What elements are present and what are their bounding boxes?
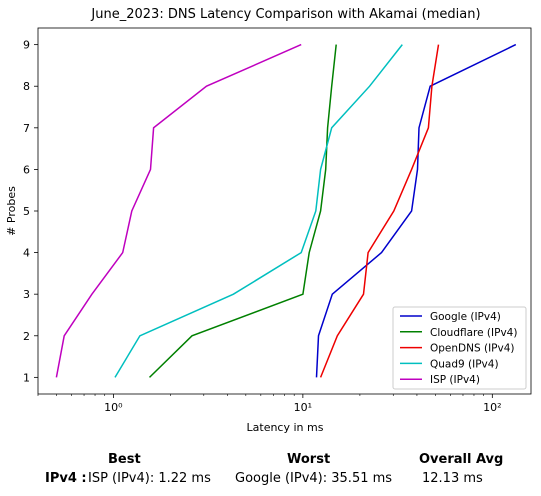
y-tick-label: 8 [23,80,30,93]
worst-value: Google (IPv4): 35.51 ms [235,471,393,486]
y-tick-label: 2 [23,330,30,343]
legend-box [392,306,527,390]
y-tick-label: 6 [23,163,30,176]
legend-label: Quad9 (IPv4) [430,358,499,370]
y-tick-label: 4 [23,247,30,260]
best-value: ISP (IPv4): 1.22 ms [88,471,211,486]
worst-header: Worst [287,452,331,467]
y-axis-label: # Probes [5,186,18,236]
series-lines [55,43,517,378]
y-axis: 1 2 3 4 5 6 7 8 9 [23,39,38,384]
x-tick-label: 10² [483,401,501,414]
legend-label: Cloudflare (IPv4) [430,327,517,339]
chart-title: June_2023: DNS Latency Comparison with A… [90,7,480,22]
overall-avg-header: Overall Avg [419,452,504,467]
y-tick-label: 9 [23,39,30,52]
series-line-opendns-ipv4 [319,44,440,378]
x-tick-label: 10⁰ [104,401,123,414]
legend-label: Google (IPv4) [430,311,501,323]
series-line-cloudflare-ipv4 [148,44,337,378]
series-line-quad9-ipv4 [114,44,403,378]
y-tick-label: 3 [23,288,30,301]
best-header: Best [108,452,141,467]
latency-chart: June_2023: DNS Latency Comparison with A… [5,7,532,434]
y-tick-label: 7 [23,122,30,135]
series-line-google-ipv4 [315,43,517,378]
legend: Google (IPv4) Cloudflare (IPv4) OpenDNS (I… [392,306,527,390]
overall-avg-value: 12.13 ms [422,471,483,486]
legend-label: ISP (IPv4) [430,374,480,386]
y-tick-label: 5 [23,205,30,218]
x-tick-label: 10¹ [294,401,312,414]
summary-panel: Best Worst Overall Avg IPv4 : ISP (IPv4)… [0,446,541,496]
series-line-isp-ipv4 [55,43,302,378]
legend-label: OpenDNS (IPv4) [430,343,515,355]
x-axis: 10⁰ 10¹ 10² [37,394,502,414]
x-axis-label: Latency in ms [247,421,324,434]
y-tick-label: 1 [23,371,30,384]
ipv4-row-label: IPv4 : [45,471,87,486]
